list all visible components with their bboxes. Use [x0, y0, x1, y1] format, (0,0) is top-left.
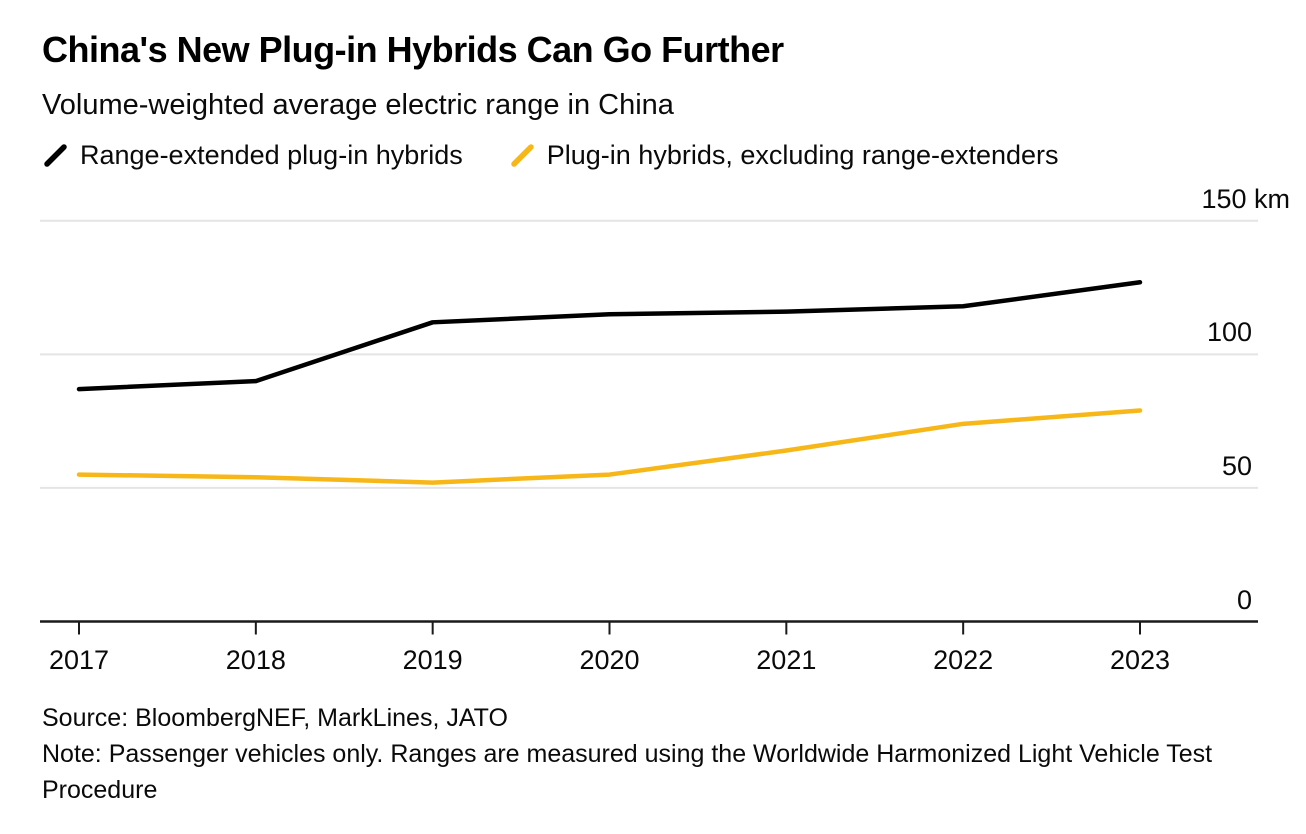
- x-axis-label: 2019: [402, 645, 463, 675]
- x-axis-label: 2017: [48, 645, 110, 675]
- x-axis-label: 2018: [225, 645, 286, 675]
- x-axis-label: 2023: [1109, 645, 1171, 675]
- x-axis-label: 2021: [756, 645, 817, 675]
- legend: Range-extended plug-in hybrids Plug-in h…: [42, 138, 1059, 172]
- y-axis-label: 50: [1221, 450, 1252, 481]
- x-axis-label: 2020: [579, 645, 640, 675]
- y-axis-label: 150 km: [1201, 183, 1290, 214]
- page-subtitle: Volume-weighted average electric range i…: [42, 89, 674, 121]
- page-title: China's New Plug-in Hybrids Can Go Furth…: [42, 29, 784, 70]
- legend-item-plug-in-hybrids: Plug-in hybrids, excluding range-extende…: [509, 138, 1059, 172]
- source-note-block: Source: BloombergNEF, MarkLines, JATO No…: [42, 700, 1306, 808]
- legend-item-range-extended: Range-extended plug-in hybrids: [42, 138, 463, 172]
- y-axis-label: 0: [1236, 584, 1252, 615]
- line-slash-icon-yellow: [511, 144, 534, 167]
- y-axis-label: 100: [1206, 317, 1252, 348]
- line-slash-icon-black: [44, 144, 67, 167]
- source-text: Source: BloombergNEF, MarkLines, JATO: [42, 704, 508, 732]
- legend-label: Plug-in hybrids, excluding range-extende…: [546, 140, 1059, 170]
- footnote-text: Note: Passenger vehicles only. Ranges ar…: [42, 740, 1213, 804]
- legend-label: Range-extended plug-in hybrids: [80, 140, 463, 170]
- x-axis-label: 2022: [933, 645, 994, 675]
